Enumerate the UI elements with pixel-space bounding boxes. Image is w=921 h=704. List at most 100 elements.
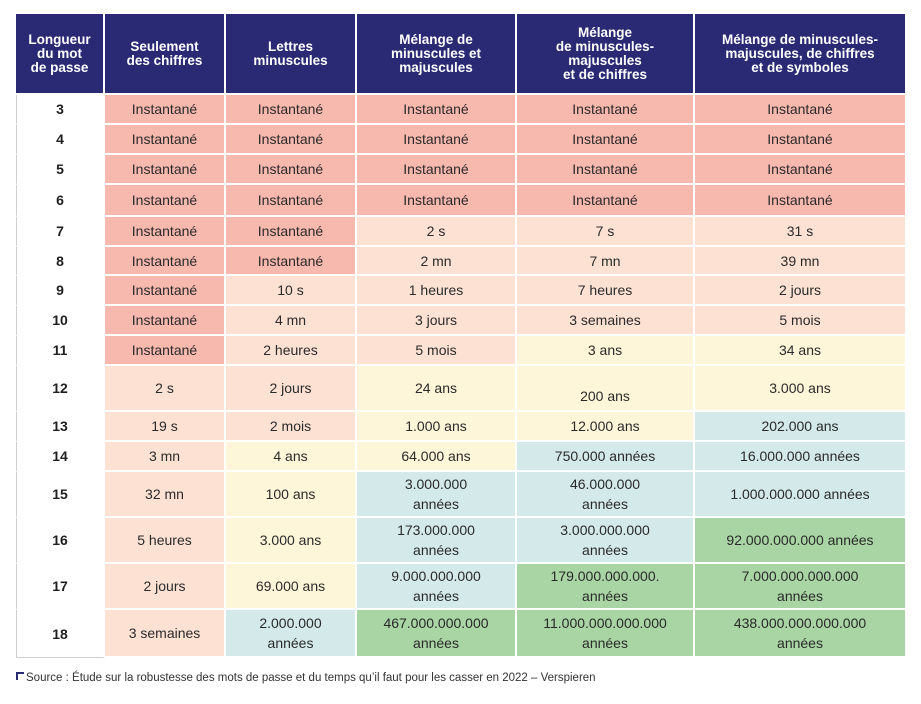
- crack-time-cell: 7 heures: [517, 276, 695, 306]
- crack-time-cell: Instantané: [105, 276, 226, 306]
- crack-time-cell: Instantané: [105, 155, 226, 185]
- password-length-cell: 14: [16, 442, 105, 472]
- crack-time-cell: 3 semaines: [517, 306, 695, 336]
- crack-time-cell: 2.000.000 années: [226, 610, 357, 658]
- crack-time-cell: 200 ans: [517, 366, 695, 412]
- crack-time-cell: Instantané: [105, 247, 226, 276]
- source-text: Source : Étude sur la robustesse des mot…: [26, 672, 596, 684]
- table-row: 17 2 jours 69.000 ans 9.000.000.000 années 1…: [16, 564, 907, 610]
- crack-time-cell: 7 mn: [517, 247, 695, 276]
- source-note: Source : Étude sur la robustesse des mot…: [16, 672, 596, 684]
- crack-time-cell: 202.000 ans: [695, 412, 907, 442]
- crack-time-cell: 2 jours: [226, 366, 357, 412]
- password-length-cell: 12: [16, 366, 105, 412]
- corner-mark-icon: [16, 672, 24, 680]
- table-row: 14 3 mn 4 ans 64.000 ans 750.000 années 16.00…: [16, 442, 907, 472]
- table-row: 10 Instantané 4 mn 3 jours 3 semaines 5 mois: [16, 306, 907, 336]
- password-length-cell: 17: [16, 564, 105, 610]
- crack-time-cell: Instantané: [695, 155, 907, 185]
- crack-time-cell: 46.000.000 années: [517, 472, 695, 518]
- password-length-cell: 6: [16, 185, 105, 217]
- password-length-cell: 18: [16, 610, 105, 658]
- header-row: Longueur du mot de passe Seulement des c…: [16, 14, 907, 95]
- crack-time-cell: Instantané: [695, 185, 907, 217]
- table-row: 4 Instantané Instantané Instantané Instantan…: [16, 125, 907, 155]
- crack-time-cell: 2 jours: [105, 564, 226, 610]
- crack-time-cell: 3 mn: [105, 442, 226, 472]
- table-row: 11 Instantané 2 heures 5 mois 3 ans 34 ans: [16, 336, 907, 366]
- password-strength-table: Longueur du mot de passe Seulement des c…: [16, 14, 907, 658]
- header-digits-only: Seulement des chiffres: [105, 14, 226, 95]
- crack-time-cell: Instantané: [695, 125, 907, 155]
- header-password-length: Longueur du mot de passe: [16, 14, 105, 95]
- password-length-cell: 7: [16, 217, 105, 247]
- crack-time-cell: 24 ans: [357, 366, 517, 412]
- crack-time-cell: 12.000 ans: [517, 412, 695, 442]
- header-mixed-case-digits: Mélange de minuscules- majuscules et de …: [517, 14, 695, 95]
- table-row: 18 3 semaines 2.000.000 années 467.000.000.…: [16, 610, 907, 658]
- crack-time-cell: 34 ans: [695, 336, 907, 366]
- crack-time-cell: 3.000.000 années: [357, 472, 517, 518]
- crack-time-cell: Instantané: [226, 247, 357, 276]
- crack-time-cell: Instantané: [357, 155, 517, 185]
- crack-time-cell: 3.000.000.000 années: [517, 518, 695, 564]
- header-mixed-case-digits-symbols: Mélange de minuscules- majuscules, de ch…: [695, 14, 907, 95]
- crack-time-cell: 11.000.000.000.000 années: [517, 610, 695, 658]
- crack-time-cell: 3.000 ans: [226, 518, 357, 564]
- table-row: 8 Instantané Instantané 2 mn 7 mn 39 mn: [16, 247, 907, 276]
- crack-time-cell: Instantané: [105, 125, 226, 155]
- crack-time-cell: 3 ans: [517, 336, 695, 366]
- header-mixed-case: Mélange de minuscules et majuscules: [357, 14, 517, 95]
- password-length-cell: 9: [16, 276, 105, 306]
- crack-time-cell: 5 heures: [105, 518, 226, 564]
- table-row: 15 32 mn 100 ans 3.000.000 années 46.000.000…: [16, 472, 907, 518]
- crack-time-cell: Instantané: [357, 125, 517, 155]
- crack-time-cell: 179.000.000.000. années: [517, 564, 695, 610]
- crack-time-cell: Instantané: [357, 95, 517, 125]
- crack-time-cell: Instantané: [105, 306, 226, 336]
- crack-time-cell: Instantané: [226, 95, 357, 125]
- crack-time-cell: Instantané: [226, 217, 357, 247]
- crack-time-cell: Instantané: [226, 155, 357, 185]
- crack-time-cell: 3 jours: [357, 306, 517, 336]
- crack-time-cell: 7 s: [517, 217, 695, 247]
- password-length-cell: 5: [16, 155, 105, 185]
- crack-time-cell: Instantané: [105, 336, 226, 366]
- crack-time-cell: 1.000.000.000 années: [695, 472, 907, 518]
- crack-time-cell: 5 mois: [357, 336, 517, 366]
- password-length-cell: 10: [16, 306, 105, 336]
- crack-time-cell: 2 mn: [357, 247, 517, 276]
- crack-time-cell: Instantané: [357, 185, 517, 217]
- crack-time-cell: Instantané: [517, 95, 695, 125]
- crack-time-cell: Instantané: [517, 185, 695, 217]
- password-length-cell: 15: [16, 472, 105, 518]
- crack-time-cell: 3.000 ans: [695, 366, 907, 412]
- crack-time-cell: 7.000.000.000.000 années: [695, 564, 907, 610]
- crack-time-cell: 2 mois: [226, 412, 357, 442]
- crack-time-cell: 438.000.000.000.000 années: [695, 610, 907, 658]
- crack-time-cell: 31 s: [695, 217, 907, 247]
- crack-time-cell: 2 heures: [226, 336, 357, 366]
- crack-time-cell: 2 s: [105, 366, 226, 412]
- crack-time-cell: Instantané: [517, 155, 695, 185]
- crack-time-cell: 32 mn: [105, 472, 226, 518]
- crack-time-cell: Instantané: [517, 125, 695, 155]
- crack-time-cell: 750.000 années: [517, 442, 695, 472]
- table-row: 16 5 heures 3.000 ans 173.000.000 années 3.0…: [16, 518, 907, 564]
- crack-time-cell: 64.000 ans: [357, 442, 517, 472]
- crack-time-cell: Instantané: [105, 185, 226, 217]
- crack-time-cell: 173.000.000 années: [357, 518, 517, 564]
- crack-time-cell: Instantané: [226, 125, 357, 155]
- password-length-cell: 3: [16, 95, 105, 125]
- password-length-cell: 11: [16, 336, 105, 366]
- crack-time-cell: 2 s: [357, 217, 517, 247]
- crack-time-cell: 4 ans: [226, 442, 357, 472]
- crack-time-cell: 100 ans: [226, 472, 357, 518]
- crack-time-cell: 69.000 ans: [226, 564, 357, 610]
- crack-time-cell: Instantané: [105, 217, 226, 247]
- table-row: 3 Instantané Instantané Instantané Instantan…: [16, 95, 907, 125]
- crack-time-cell: Instantané: [226, 185, 357, 217]
